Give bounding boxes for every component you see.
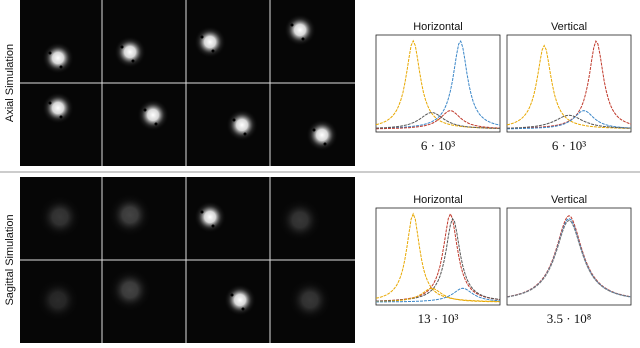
plot-frame bbox=[506, 207, 632, 306]
marker-dot bbox=[200, 35, 204, 39]
profile-curve bbox=[376, 110, 501, 130]
marker-dot bbox=[59, 115, 63, 119]
marker-dot bbox=[243, 132, 247, 136]
profile-curve bbox=[506, 114, 632, 129]
plot-frame bbox=[506, 34, 632, 133]
psf-blob bbox=[226, 109, 258, 141]
profile-curve bbox=[375, 287, 501, 303]
row-label: Sagittal Simulation bbox=[4, 214, 16, 305]
psf-blob bbox=[36, 278, 80, 322]
plot-caption: 6 · 10³ bbox=[421, 138, 455, 153]
psf-blob bbox=[288, 278, 332, 322]
marker-dot bbox=[211, 49, 215, 53]
marker-dot bbox=[232, 118, 236, 122]
marker-dot bbox=[301, 37, 305, 41]
marker-dot bbox=[120, 45, 124, 49]
psf-blob bbox=[42, 92, 74, 124]
psf-blob bbox=[306, 119, 338, 151]
psf-blob bbox=[194, 26, 226, 58]
psf-blob bbox=[278, 198, 322, 242]
psf-blob bbox=[137, 99, 169, 131]
psf-blob bbox=[108, 268, 152, 312]
profile-curve bbox=[507, 110, 632, 130]
marker-dot bbox=[312, 128, 316, 132]
psf-blob bbox=[114, 36, 146, 68]
marker-dot bbox=[48, 101, 52, 105]
psf-blob bbox=[194, 201, 226, 233]
marker-dot bbox=[59, 65, 63, 69]
psf-blob bbox=[284, 14, 316, 46]
psf-blob bbox=[42, 42, 74, 74]
plot-frame bbox=[375, 34, 501, 133]
row-label: Axial Simulation bbox=[4, 44, 16, 122]
marker-dot bbox=[154, 122, 158, 126]
profile-curve bbox=[376, 287, 501, 303]
plot-title: Horizontal bbox=[413, 194, 463, 206]
marker-dot bbox=[131, 59, 135, 63]
plot-caption: 3.5 · 10⁸ bbox=[547, 311, 592, 326]
plot-title: Vertical bbox=[551, 21, 587, 33]
marker-dot bbox=[143, 108, 147, 112]
plot-caption: 6 · 10³ bbox=[552, 138, 586, 153]
marker-dot bbox=[241, 307, 245, 311]
marker-dot bbox=[230, 293, 234, 297]
marker-dot bbox=[323, 142, 327, 146]
psf-blob bbox=[108, 193, 152, 237]
marker-dot bbox=[290, 23, 294, 27]
marker-dot bbox=[48, 51, 52, 55]
marker-dot bbox=[211, 224, 215, 228]
plot-frame bbox=[375, 207, 501, 306]
psf-blob bbox=[224, 284, 256, 316]
marker-dot bbox=[200, 210, 204, 214]
plot-title: Horizontal bbox=[413, 21, 463, 33]
plot-caption: 13 · 10³ bbox=[418, 311, 459, 326]
profile-curve bbox=[375, 111, 500, 129]
psf-blob bbox=[38, 195, 82, 239]
profile-curve bbox=[506, 219, 632, 298]
profile-curve bbox=[506, 44, 632, 129]
plot-title: Vertical bbox=[551, 194, 587, 206]
profile-curve bbox=[375, 39, 501, 129]
